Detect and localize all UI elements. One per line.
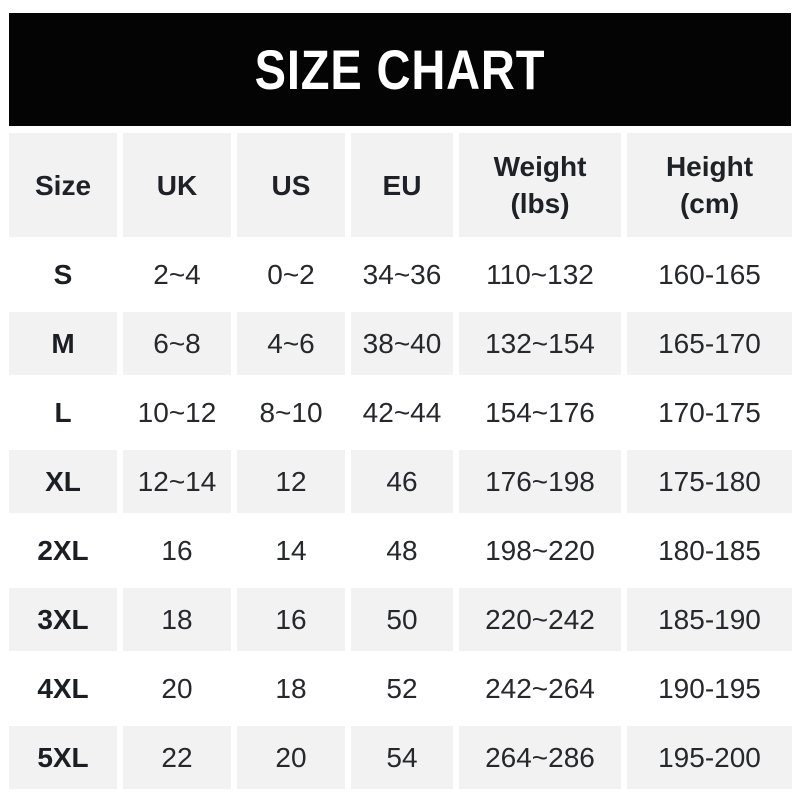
cell-uk: 20 — [123, 657, 231, 720]
column-header-us: US — [237, 133, 345, 237]
table-row: S 2~4 0~2 34~36 110~132 160-165 — [9, 243, 792, 306]
table-row: L 10~12 8~10 42~44 154~176 170-175 — [9, 381, 792, 444]
cell-weight: 110~132 — [459, 243, 621, 306]
cell-eu: 34~36 — [351, 243, 453, 306]
column-header-height: Height (cm) — [627, 133, 792, 237]
table-row: XL 12~14 12 46 176~198 175-180 — [9, 450, 792, 513]
cell-size: M — [9, 312, 117, 375]
cell-eu: 50 — [351, 588, 453, 651]
cell-eu: 54 — [351, 726, 453, 789]
cell-uk: 10~12 — [123, 381, 231, 444]
cell-size: 2XL — [9, 519, 117, 582]
cell-size: L — [9, 381, 117, 444]
cell-height: 180-185 — [627, 519, 792, 582]
cell-uk: 16 — [123, 519, 231, 582]
table-row: 4XL 20 18 52 242~264 190-195 — [9, 657, 792, 720]
cell-height: 170-175 — [627, 381, 792, 444]
cell-size: 4XL — [9, 657, 117, 720]
cell-eu: 38~40 — [351, 312, 453, 375]
column-header-weight: Weight (lbs) — [459, 133, 621, 237]
cell-height: 195-200 — [627, 726, 792, 789]
cell-weight: 242~264 — [459, 657, 621, 720]
cell-height: 160-165 — [627, 243, 792, 306]
cell-us: 16 — [237, 588, 345, 651]
table-row: 2XL 16 14 48 198~220 180-185 — [9, 519, 792, 582]
cell-height: 190-195 — [627, 657, 792, 720]
cell-uk: 12~14 — [123, 450, 231, 513]
cell-weight: 264~286 — [459, 726, 621, 789]
size-chart-banner: SIZE CHART — [9, 13, 791, 126]
cell-us: 4~6 — [237, 312, 345, 375]
cell-size: S — [9, 243, 117, 306]
cell-size: 3XL — [9, 588, 117, 651]
cell-eu: 42~44 — [351, 381, 453, 444]
cell-weight: 154~176 — [459, 381, 621, 444]
column-header-size: Size — [9, 133, 117, 237]
cell-us: 14 — [237, 519, 345, 582]
cell-weight: 220~242 — [459, 588, 621, 651]
header-row: Size UK US EU Weight (lbs) Height (cm) — [9, 133, 792, 237]
cell-weight: 198~220 — [459, 519, 621, 582]
table-row: 3XL 18 16 50 220~242 185-190 — [9, 588, 792, 651]
cell-height: 185-190 — [627, 588, 792, 651]
cell-weight: 176~198 — [459, 450, 621, 513]
column-header-uk: UK — [123, 133, 231, 237]
cell-height: 165-170 — [627, 312, 792, 375]
table-row: 5XL 22 20 54 264~286 195-200 — [9, 726, 792, 789]
cell-uk: 2~4 — [123, 243, 231, 306]
cell-eu: 52 — [351, 657, 453, 720]
cell-eu: 46 — [351, 450, 453, 513]
cell-weight: 132~154 — [459, 312, 621, 375]
cell-eu: 48 — [351, 519, 453, 582]
cell-us: 12 — [237, 450, 345, 513]
cell-size: XL — [9, 450, 117, 513]
cell-uk: 18 — [123, 588, 231, 651]
cell-uk: 6~8 — [123, 312, 231, 375]
cell-us: 8~10 — [237, 381, 345, 444]
table-row: M 6~8 4~6 38~40 132~154 165-170 — [9, 312, 792, 375]
cell-us: 20 — [237, 726, 345, 789]
cell-uk: 22 — [123, 726, 231, 789]
size-chart-table: Size UK US EU Weight (lbs) Height (cm) S 2… — [3, 127, 798, 795]
column-header-eu: EU — [351, 133, 453, 237]
cell-us: 0~2 — [237, 243, 345, 306]
cell-size: 5XL — [9, 726, 117, 789]
cell-us: 18 — [237, 657, 345, 720]
page-title: SIZE CHART — [254, 38, 546, 101]
cell-height: 175-180 — [627, 450, 792, 513]
